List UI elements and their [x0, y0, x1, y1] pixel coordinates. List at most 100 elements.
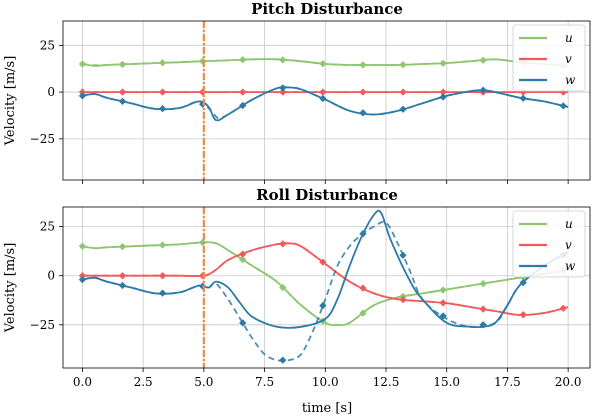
series-v-marker [399, 88, 407, 96]
series-u-marker [439, 59, 447, 67]
series-w-marker [479, 86, 487, 94]
roll-ticks: 0.0 2.5 5.0 7.5 10.0 12.5 15.0 17.5 20.0 25 0 −25 [30, 220, 582, 389]
legend-box [512, 24, 586, 92]
x-tick-label: 5.0 [194, 375, 213, 389]
legend-label-v: v [565, 238, 572, 252]
y-tick-label: 25 [40, 38, 55, 52]
series-u-marker [319, 60, 327, 68]
series-v-marker [399, 296, 407, 304]
series-u-marker [78, 60, 87, 68]
series-w-marker [279, 356, 287, 364]
series-w-marker [78, 276, 87, 284]
roll-disturbance-panel: Roll Disturbance 0.0 2.5 5.0 7.5 10.0 12.5 15.… [3, 186, 591, 416]
series-u-marker [279, 56, 287, 64]
series-u-marker [279, 283, 287, 292]
x-tick-label: 0.0 [73, 375, 92, 389]
series-v-marker [479, 305, 487, 313]
series-w-marker [359, 230, 367, 238]
y-tick-label: 0 [47, 269, 55, 283]
series-u-marker [359, 61, 367, 69]
series-w-marker [239, 101, 247, 110]
series-v-marker [158, 272, 167, 280]
pitch-series-group [78, 56, 569, 122]
roll-legend: uvw [512, 210, 586, 278]
series-u-marker [199, 238, 207, 247]
roll-chart-title: Roll Disturbance [256, 186, 398, 204]
series-w-marker [78, 92, 87, 100]
y-tick-label: −25 [30, 318, 55, 332]
series-u-marker [239, 56, 247, 64]
legend-label-w: w [565, 73, 576, 87]
series-w-marker [399, 105, 407, 113]
series-v-marker [439, 299, 447, 307]
roll-plot-frame [62, 206, 591, 369]
series-w-marker [239, 319, 247, 327]
series-w-marker [118, 97, 127, 105]
legend-label-v: v [565, 52, 572, 66]
series-u-marker [118, 242, 127, 251]
roll-gridlines [63, 207, 590, 368]
series-u-marker [359, 309, 367, 317]
series-w-marker [439, 312, 447, 320]
pitch-chart-title: Pitch Disturbance [251, 0, 403, 18]
pitch-ticks: 25 0 −25 [30, 38, 569, 184]
pitch-y-axis-label: Velocity [m/s] [3, 56, 18, 147]
series-w-marker [118, 281, 127, 290]
series-w-marker [319, 94, 327, 103]
series-u-marker [239, 255, 247, 264]
series-w-marker [399, 251, 407, 259]
series-v-marker [359, 284, 367, 292]
series-v-marker [559, 304, 567, 312]
legend-label-u: u [565, 31, 573, 45]
y-tick-label: −25 [30, 132, 55, 146]
x-tick-label: 12.5 [373, 375, 400, 389]
legend-label-w: w [565, 259, 576, 273]
pitch-plot-frame [62, 20, 591, 181]
series-v-marker [118, 88, 127, 96]
legend-box [512, 210, 586, 278]
series-u-marker [78, 242, 87, 250]
series-u-marker [479, 56, 487, 64]
series-v-marker [239, 250, 247, 258]
series-w-marker [519, 278, 527, 287]
series-w-marker [559, 102, 567, 110]
x-tick-label: 17.5 [494, 375, 521, 389]
series-w-marker [158, 289, 167, 297]
legend-label-u: u [565, 217, 573, 231]
series-v-marker [279, 88, 287, 96]
series-u-marker [399, 61, 407, 69]
y-tick-label: 0 [47, 85, 55, 99]
series-w-marker [519, 94, 527, 102]
series-w-marker [319, 301, 327, 310]
x-tick-label: 10.0 [312, 375, 339, 389]
series-v-line [82, 242, 569, 316]
series-u-marker [439, 286, 447, 294]
series-v-marker [519, 311, 527, 319]
series-v-marker [319, 258, 327, 266]
x-tick-label: 2.5 [134, 375, 153, 389]
series-w-marker [479, 321, 487, 329]
x-tick-label: 15.0 [433, 375, 460, 389]
roll-series-group [78, 209, 569, 364]
series-u-marker [479, 279, 487, 288]
roll-y-axis-label: Velocity [m/s] [3, 243, 18, 334]
series-w-marker [279, 84, 287, 92]
series-u-marker [118, 60, 127, 68]
y-tick-label: 25 [40, 220, 55, 234]
series-v-marker [359, 88, 367, 96]
series-v-marker [158, 88, 167, 96]
series-w-marker [439, 93, 447, 101]
x-tick-label: 7.5 [255, 375, 274, 389]
series-v-marker [239, 88, 247, 96]
series-u-line [82, 241, 569, 326]
series-u-marker [158, 59, 167, 67]
pitch-legend: uvw [512, 24, 586, 92]
series-w-marker [158, 105, 167, 113]
pitch-disturbance-panel: Pitch Disturbance 250−25 Velocity [m/s] … [3, 0, 591, 184]
x-tick-label: 20.0 [555, 375, 582, 389]
time-x-axis-label: time [s] [302, 401, 352, 416]
series-u-marker [158, 241, 167, 249]
series-v-marker [118, 272, 127, 280]
series-v-marker [279, 240, 287, 248]
